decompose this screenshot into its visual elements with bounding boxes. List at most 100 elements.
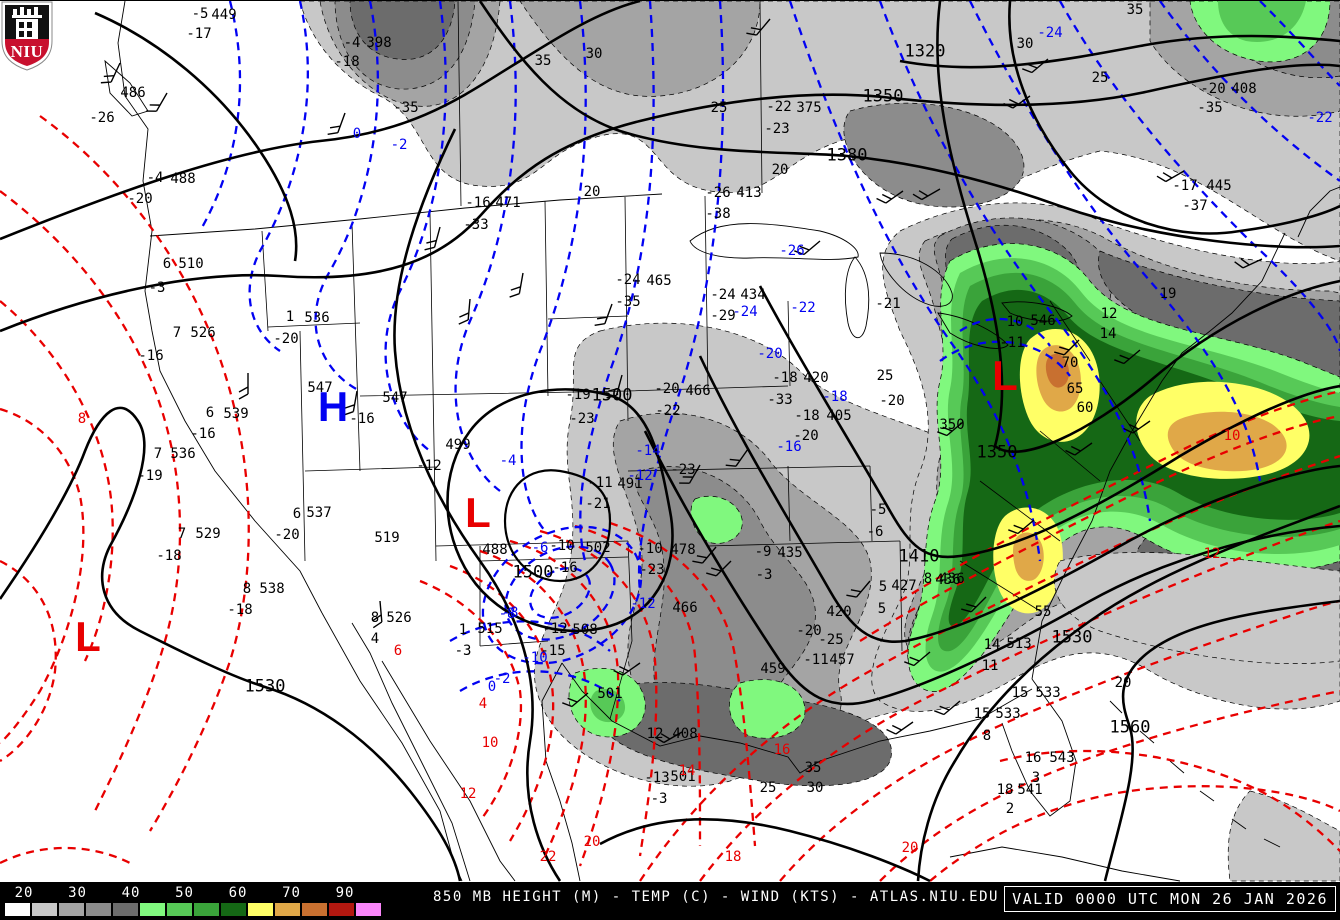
map-label: -16	[349, 411, 375, 427]
map-label: 436	[935, 572, 961, 588]
map-label: -23	[639, 562, 665, 578]
map-label: 488	[482, 542, 508, 558]
map-label: -4	[343, 35, 361, 51]
wind-barb-icon	[1065, 442, 1093, 456]
map-label: 35	[534, 53, 552, 69]
map-label: -29	[710, 308, 736, 324]
wind-barb-icon	[1003, 95, 1031, 109]
wind-barb-icon	[146, 92, 168, 112]
map-label: -8	[501, 605, 519, 621]
map-label: 533	[995, 706, 1021, 722]
map-label: 466	[672, 600, 698, 616]
map-label: 501	[670, 769, 696, 785]
wind-barb-icon	[327, 112, 346, 136]
logo-text: NIU	[11, 42, 44, 61]
map-label: -21	[585, 496, 611, 512]
wind-barb-icon	[725, 448, 749, 467]
map-label: 547	[307, 380, 333, 396]
map-label: 526	[190, 325, 216, 341]
legend-swatch	[221, 903, 246, 916]
map-label: 6	[292, 506, 302, 522]
map-label: -12	[627, 468, 653, 484]
map-label: -16	[465, 195, 491, 211]
analysis-map: 1320 1350 1380 1500 1500 1350 1410 1530 1530 1560…	[0, 0, 1340, 883]
legend-color-bar	[5, 903, 383, 916]
map-label: 15	[973, 706, 991, 722]
legend-swatch	[5, 903, 30, 916]
legend-tick: 60	[228, 885, 248, 901]
map-label: 12	[459, 786, 477, 802]
map-label: -22	[655, 403, 681, 419]
map-label: 1380	[826, 145, 868, 166]
map-label: 408	[672, 726, 698, 742]
map-label: -19	[565, 387, 591, 403]
wind-barb-icon	[100, 62, 121, 84]
map-label: -12	[416, 458, 442, 474]
wind-barb-icon	[746, 18, 771, 36]
legend-swatch	[356, 903, 381, 916]
legend-tick: 30	[68, 885, 87, 901]
wind-barb-icon	[654, 731, 683, 744]
legend-tick: 90	[335, 885, 355, 901]
map-label: 35	[1126, 2, 1144, 18]
map-label: -16	[552, 560, 578, 576]
map-label: 1560	[1109, 717, 1151, 738]
map-label: 420	[826, 604, 852, 620]
map-label: 502	[585, 540, 611, 556]
map-label: -18	[334, 54, 360, 70]
low-center-symbol: L	[75, 612, 101, 660]
height-contours	[0, 1, 1340, 883]
map-label: -20	[273, 331, 299, 347]
map-label: -2	[390, 137, 408, 153]
legend-tick: 50	[175, 885, 194, 901]
map-label: -18	[794, 408, 820, 424]
map-label: -18	[772, 370, 798, 386]
map-label: 20	[901, 840, 919, 856]
map-label: 491	[617, 476, 643, 492]
map-label: -26	[705, 185, 731, 201]
map-label: 499	[445, 437, 471, 453]
map-label: 14	[678, 763, 696, 779]
map-label: 465	[646, 273, 672, 289]
map-label: 18	[724, 849, 742, 865]
map-label: 1500	[591, 385, 633, 406]
low-center-symbol: L	[992, 351, 1018, 399]
wind-barb-icon	[692, 546, 717, 564]
map-label: -24	[732, 304, 758, 320]
map-label: 20	[583, 834, 601, 850]
map-label: 8	[242, 581, 252, 597]
map-label: 22	[539, 849, 557, 865]
map-label: 537	[306, 505, 332, 521]
map-label: -22	[1307, 110, 1333, 126]
map-label: -3	[755, 567, 773, 583]
map-label: 8	[923, 571, 933, 587]
map-label: 6	[162, 256, 172, 272]
castle-windows	[19, 22, 32, 37]
map-label: -23	[764, 121, 790, 137]
wind-barb-icon	[238, 373, 249, 400]
map-label: 435	[777, 545, 803, 561]
map-label: 375	[796, 100, 822, 116]
map-label: 35	[804, 760, 822, 776]
map-label: 445	[1206, 178, 1232, 194]
wind-barb-icon	[1008, 519, 1035, 535]
map-label: -17	[1172, 178, 1198, 194]
map-label: 8	[77, 411, 87, 427]
map-title: 850 MB HEIGHT (M) - TEMP (C) - WIND (KTS…	[433, 889, 999, 905]
wind-barb-icon	[679, 464, 701, 484]
map-label: 6	[205, 405, 215, 421]
map-label: -6	[531, 540, 549, 556]
map-label: -20	[1200, 81, 1226, 97]
map-label: 513	[1006, 636, 1032, 652]
map-label: -10	[549, 538, 575, 554]
map-label: 420	[803, 370, 829, 386]
map-label: 55	[1034, 604, 1052, 620]
map-label: -19	[137, 468, 163, 484]
wind-barb-icon	[1114, 349, 1141, 365]
legend-tick-labels: 20 30 40 50 60 70 90	[0, 885, 400, 901]
map-label: -5	[191, 6, 209, 22]
map-label: -26	[779, 243, 805, 259]
map-label: 488	[170, 171, 196, 187]
wind-barb-icon	[1234, 258, 1263, 269]
wind-barb-icon	[613, 662, 641, 676]
